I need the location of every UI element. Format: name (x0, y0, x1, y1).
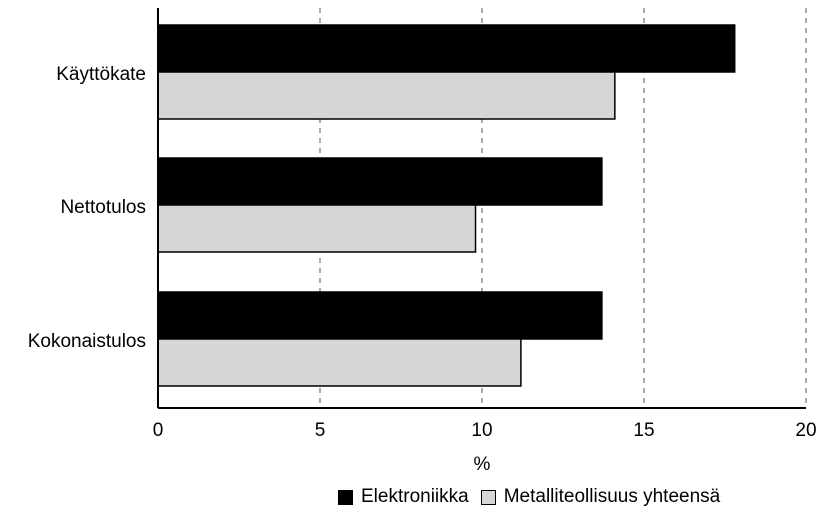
bar-1-0 (157, 157, 603, 206)
x-tick-label: 20 (795, 420, 816, 441)
bar-0-1 (157, 71, 616, 120)
category-label: Nettotulos (60, 197, 146, 218)
x-tick-label: 0 (153, 420, 164, 441)
bar-2-1 (157, 338, 522, 387)
x-tick-label: 15 (633, 420, 654, 441)
x-tick-label: 10 (471, 420, 492, 441)
legend-item-elektroniikka: Elektroniikka (338, 486, 469, 508)
legend-swatch-metalliteollisuus (480, 489, 496, 505)
bars (157, 24, 736, 387)
x-tick-label: 5 (315, 420, 326, 441)
legend-swatch-elektroniikka (338, 489, 353, 505)
bar-2-0 (157, 291, 603, 340)
category-label: Käyttökate (56, 64, 146, 85)
legend-label-metalliteollisuus: Metalliteollisuus yhteensä (503, 486, 721, 507)
bar-0-0 (157, 24, 736, 73)
labels: 0 5 10 15 20% Käyttökate Nettotulos Kokonaistul… (28, 64, 817, 475)
x-axis-label: % (474, 454, 491, 475)
legend-item-metalliteollisuus: Metalliteollisuus yhteensä (480, 486, 721, 508)
bar-1-1 (157, 204, 477, 253)
bar-chart: 0 5 10 15 20% Käyttökate Nettotulos Kokonaistul… (28, 8, 817, 475)
legend: Elektroniikka Metalliteollisuus yhteensä (338, 486, 732, 508)
legend-label-elektroniikka: Elektroniikka (361, 486, 469, 507)
axes (157, 8, 806, 409)
category-label: Kokonaistulos (28, 331, 146, 352)
